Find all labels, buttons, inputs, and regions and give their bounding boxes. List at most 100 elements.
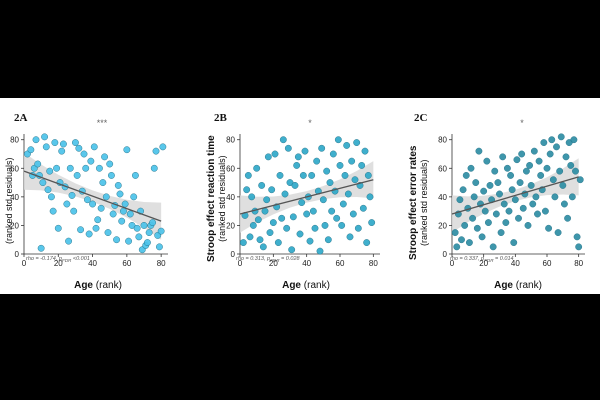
data-point: [524, 221, 532, 229]
data-point: [288, 246, 296, 254]
data-point: [101, 153, 109, 161]
data-point: [54, 224, 62, 232]
data-point: [465, 239, 473, 247]
data-point: [283, 224, 291, 232]
data-point: [543, 164, 551, 172]
data-point: [249, 221, 257, 229]
correlation-stat: rho = -0.174, pFDR <0.001: [26, 256, 90, 264]
data-point: [576, 176, 584, 184]
data-point: [518, 150, 526, 158]
data-point: [301, 147, 309, 155]
y-tick-label: 60: [226, 164, 235, 173]
data-point: [368, 219, 376, 227]
data-point: [346, 233, 354, 241]
y-tick-label: 40: [226, 193, 235, 202]
panel-label: 2B: [214, 112, 227, 124]
data-point: [269, 219, 277, 227]
data-point: [123, 146, 131, 154]
data-point: [334, 136, 342, 144]
data-point: [294, 153, 302, 161]
data-point: [492, 210, 500, 218]
data-point: [70, 207, 78, 215]
data-point: [126, 210, 134, 218]
data-point: [491, 167, 499, 175]
significance-marker: *: [308, 118, 312, 128]
data-point: [473, 224, 481, 232]
data-point: [527, 181, 535, 189]
data-point: [522, 167, 530, 175]
data-point: [37, 244, 45, 252]
x-tick-label: 40: [302, 259, 311, 268]
panel-label: 2A: [14, 112, 28, 124]
data-point: [339, 200, 347, 208]
data-point: [85, 230, 93, 238]
x-tick-label: 40: [511, 259, 520, 268]
data-point: [87, 157, 95, 165]
data-point: [99, 179, 107, 187]
trend-line: [23, 170, 162, 222]
data-point: [567, 161, 575, 169]
data-point: [489, 243, 497, 251]
data-point: [90, 143, 98, 151]
data-point: [469, 214, 477, 222]
data-point: [511, 196, 519, 204]
data-point: [308, 171, 316, 179]
data-point: [329, 150, 337, 158]
data-point: [535, 157, 543, 165]
data-point: [462, 171, 470, 179]
y-tick-label: 20: [226, 221, 235, 230]
data-point: [519, 204, 527, 212]
data-point: [256, 236, 264, 244]
significance-marker: *: [520, 118, 524, 128]
data-point: [278, 214, 286, 222]
data-point: [321, 221, 329, 229]
data-point: [326, 179, 334, 187]
data-point: [106, 160, 114, 168]
data-point: [83, 196, 91, 204]
data-point: [41, 133, 49, 141]
data-point: [348, 157, 356, 165]
data-point: [483, 157, 491, 165]
data-point: [573, 233, 581, 241]
data-point: [92, 224, 100, 232]
data-point: [239, 239, 247, 247]
data-point: [253, 164, 261, 172]
data-point: [82, 164, 90, 172]
scatter-panel-2c: 2C * Stroop effect error rates (ranked s…: [400, 98, 600, 294]
data-point: [451, 229, 459, 237]
data-point: [258, 181, 266, 189]
data-point: [553, 143, 560, 151]
data-point: [537, 171, 545, 179]
data-point: [97, 204, 105, 212]
data-point: [570, 136, 578, 144]
data-point: [500, 200, 508, 208]
data-point: [152, 147, 160, 155]
data-point: [293, 161, 301, 169]
data-point: [149, 219, 157, 227]
data-point: [114, 181, 122, 189]
y-tick-label: 20: [438, 221, 447, 230]
y-tick-label: 60: [438, 164, 447, 173]
scatter-panel-2a: 2A *** (ranked std residuals) Age (rank)…: [0, 98, 200, 294]
data-point: [53, 164, 61, 172]
scatter-panel-2b: 2B * Stroop effect reaction time (ranked…: [200, 98, 400, 294]
data-point: [507, 171, 515, 179]
x-tick-label: 0: [22, 259, 27, 268]
data-point: [128, 221, 136, 229]
data-point: [66, 164, 74, 172]
data-point: [496, 190, 503, 198]
data-point: [246, 233, 254, 241]
data-point: [71, 139, 79, 147]
y-tick-label: 80: [226, 136, 235, 145]
data-point: [58, 147, 66, 155]
data-point: [459, 186, 467, 194]
data-point: [298, 199, 306, 207]
data-point: [263, 196, 271, 204]
data-point: [560, 200, 568, 208]
data-point: [259, 243, 267, 251]
data-point: [291, 181, 299, 189]
data-point: [118, 217, 126, 225]
data-point: [559, 181, 567, 189]
data-point: [353, 139, 361, 147]
data-point: [284, 144, 292, 152]
